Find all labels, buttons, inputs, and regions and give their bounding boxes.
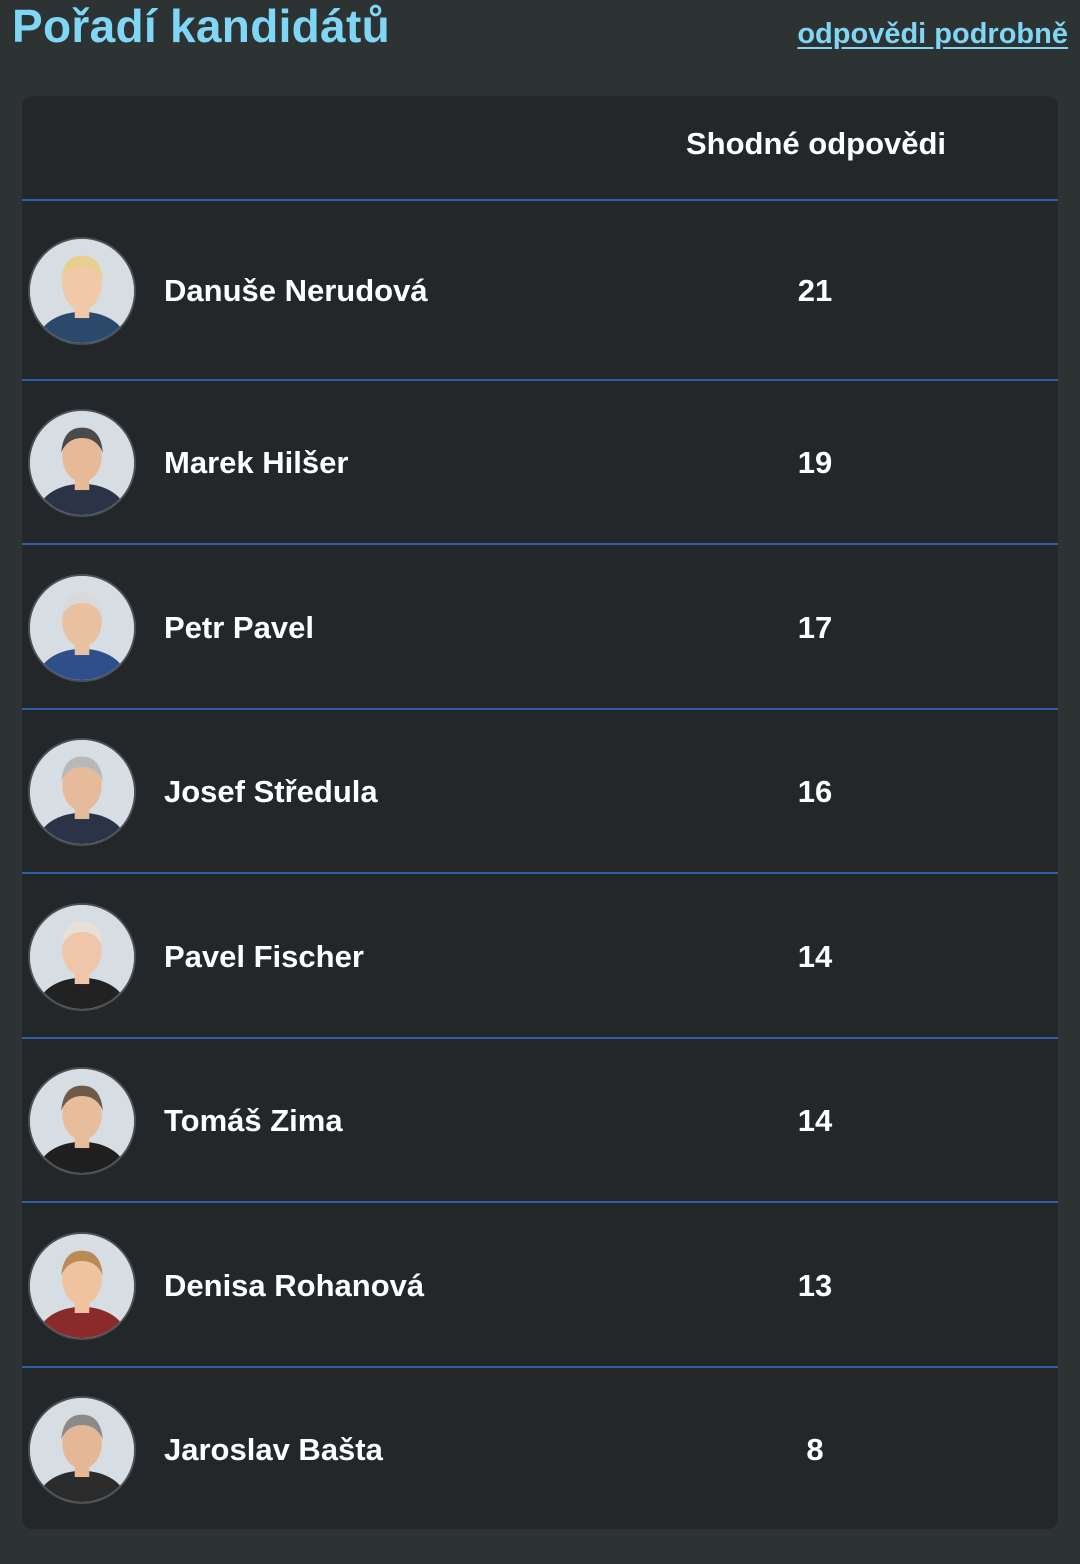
table-row[interactable]: Pavel Fischer 14 xyxy=(22,874,1058,1039)
candidate-photo-icon xyxy=(28,573,136,682)
candidate-photo-icon xyxy=(28,409,136,517)
candidate-name: Petr Pavel xyxy=(164,609,314,645)
detailed-answers-link[interactable]: odpovědi podrobně xyxy=(797,18,1068,50)
candidate-name: Marek Hilšer xyxy=(164,445,349,480)
page-title: Pořadí kandidátů xyxy=(12,0,390,52)
matching-answers-count: 14 xyxy=(797,938,833,974)
table-row[interactable]: Marek Hilšer 19 xyxy=(22,381,1058,545)
candidate-photo-icon xyxy=(28,1067,136,1175)
matching-answers-count: 17 xyxy=(797,609,833,645)
table-row[interactable]: Denisa Rohanová 13 xyxy=(22,1203,1058,1368)
candidate-photo-icon xyxy=(28,902,136,1011)
candidate-name: Pavel Fischer xyxy=(164,938,364,974)
table-row[interactable]: Jaroslav Bašta 8 xyxy=(22,1368,1058,1529)
matching-answers-column-header: Shodné odpovědi xyxy=(686,126,947,161)
candidate-photo-icon xyxy=(28,738,136,846)
candidate-name: Josef Středula xyxy=(164,774,378,809)
candidate-name: Jaroslav Bašta xyxy=(164,1432,383,1467)
table-header: Shodné odpovědi xyxy=(22,96,1058,201)
candidate-photo-icon xyxy=(28,237,136,345)
candidate-name: Denisa Rohanová xyxy=(164,1267,425,1303)
table-row[interactable]: Josef Středula 16 xyxy=(22,710,1058,874)
candidates-ranking-table: Shodné odpovědi Danuše Nerudová 21 Marek H… xyxy=(22,96,1058,1529)
table-body: Danuše Nerudová 21 Marek Hilšer 19 Petr Pave… xyxy=(22,201,1058,1529)
candidate-name: Danuše Nerudová xyxy=(164,273,428,308)
matching-answers-count: 14 xyxy=(797,1103,833,1138)
candidate-photo-icon xyxy=(28,1231,136,1340)
table-row[interactable]: Tomáš Zima 14 xyxy=(22,1039,1058,1203)
matching-answers-count: 8 xyxy=(806,1432,824,1467)
candidate-photo-icon xyxy=(28,1396,136,1504)
table-row[interactable]: Danuše Nerudová 21 xyxy=(22,201,1058,381)
matching-answers-count: 16 xyxy=(797,774,833,809)
candidate-name: Tomáš Zima xyxy=(164,1103,343,1138)
matching-answers-count: 21 xyxy=(797,273,833,308)
matching-answers-count: 19 xyxy=(797,445,833,480)
matching-answers-count: 13 xyxy=(797,1267,833,1303)
table-row[interactable]: Petr Pavel 17 xyxy=(22,545,1058,710)
